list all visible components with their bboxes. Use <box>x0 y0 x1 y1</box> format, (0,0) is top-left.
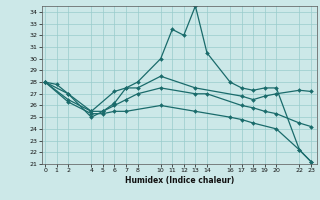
X-axis label: Humidex (Indice chaleur): Humidex (Indice chaleur) <box>124 176 234 185</box>
